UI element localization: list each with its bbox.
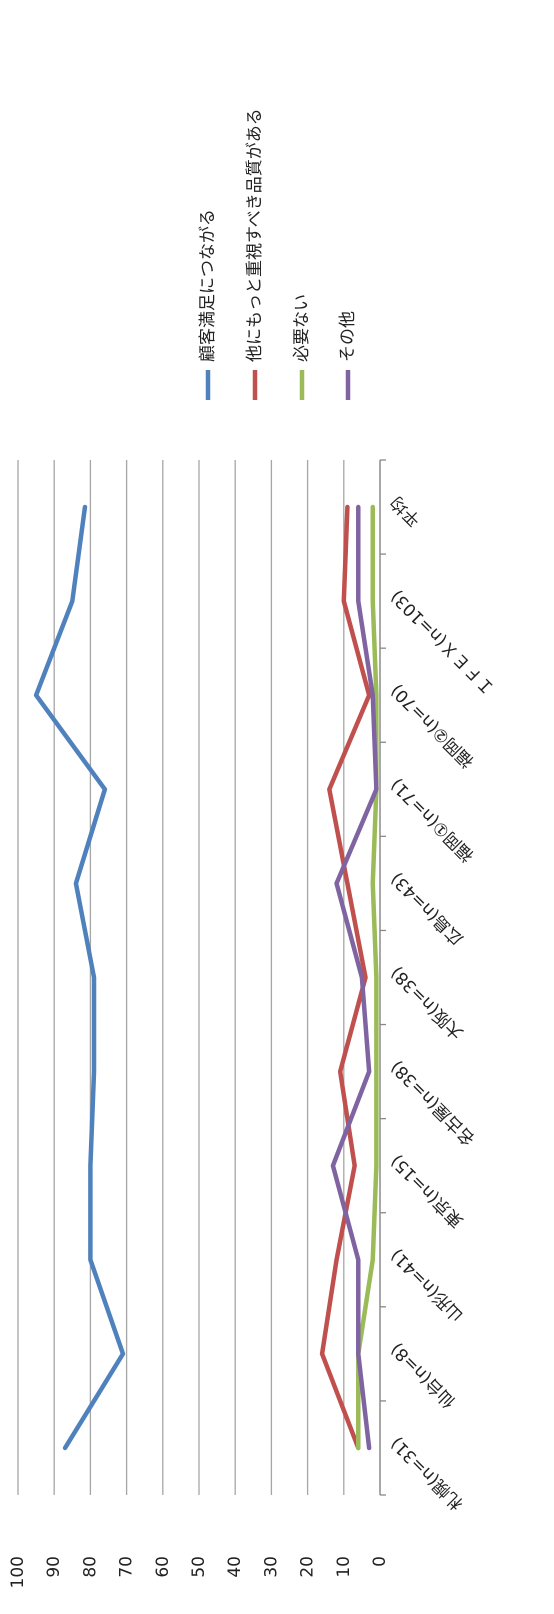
y-tick-label: 50: [189, 1556, 209, 1578]
x-tick-label: 東京(n=15): [387, 1151, 468, 1232]
y-tick-label: 30: [261, 1556, 281, 1578]
y-tick-label: 80: [80, 1556, 100, 1578]
legend-label: 他にもっと重視すべき品質がある: [245, 108, 265, 362]
x-tick-label: 札幌(n=31): [387, 1433, 468, 1514]
y-tick-label: 100: [8, 1556, 28, 1588]
x-tick-label: 平均: [387, 492, 425, 530]
series-line: [319, 504, 372, 1451]
rotated-chart: 0 10 20 30 40 50 60 70 80 90 100 札幌(n=31) 仙台(n=8) 山形(…: [8, 108, 499, 1588]
legend-label: 必要ない: [292, 294, 312, 362]
y-tick-label: 20: [298, 1556, 318, 1578]
series-line: [33, 504, 126, 1451]
x-tick-label: 山形(n=41): [387, 1245, 468, 1326]
x-tick-label: 広島(n=43): [387, 868, 468, 949]
y-tick-label: 70: [117, 1556, 137, 1578]
x-tick-label: 大阪(n=38): [387, 962, 468, 1043]
series-line: [330, 504, 379, 1451]
x-tick-label: 仙台(n=8): [387, 1339, 460, 1412]
x-tick-label: 福岡①(n=71): [387, 774, 478, 865]
x-tick-label: 名古屋(n=38): [387, 1057, 480, 1150]
series-line: [356, 504, 379, 1451]
y-tick-label: 0: [370, 1556, 390, 1567]
x-tick-label: ＩＦＥＸ(n=103): [387, 586, 499, 698]
legend-label: 顧客満足につながる: [198, 209, 218, 362]
legend-label: その他: [338, 311, 358, 362]
x-tick-label: 福岡②(n=70): [387, 680, 478, 771]
y-tick-label: 60: [153, 1556, 173, 1578]
y-tick-label: 10: [334, 1556, 354, 1578]
y-tick-label: 90: [44, 1556, 64, 1578]
y-tick-label: 40: [225, 1556, 245, 1578]
